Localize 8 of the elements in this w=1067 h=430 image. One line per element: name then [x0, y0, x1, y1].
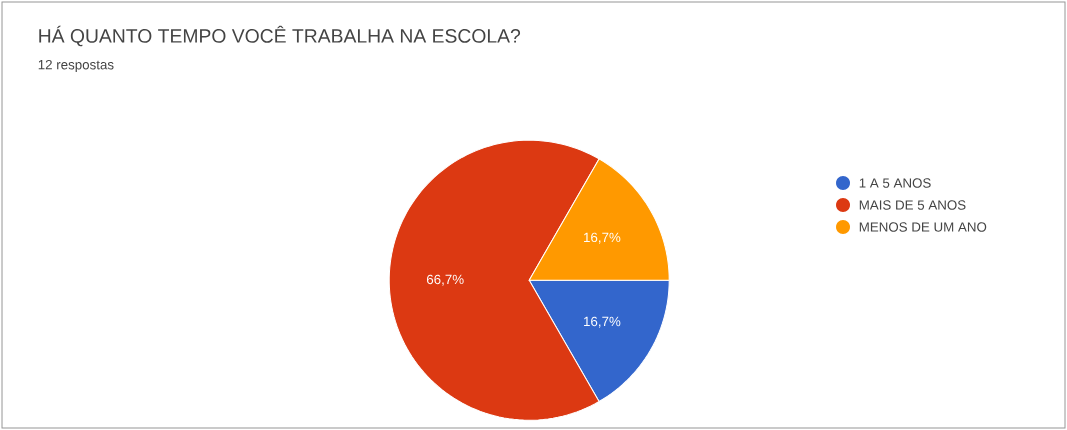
legend-label: 1 A 5 ANOS	[859, 178, 931, 188]
chart-title: HÁ QUANTO TEMPO VOCÊ TRABALHA NA ESCOLA?	[39, 25, 521, 47]
data-label: 66,7%	[426, 274, 464, 286]
legend-label: MENOS DE UM ANO	[859, 222, 987, 232]
data-label: 16,7%	[584, 316, 621, 328]
data-label: 16,7%	[584, 232, 621, 244]
legend-label: MAIS DE 5 ANOS	[859, 200, 966, 210]
text: 12 respostas	[38, 59, 114, 73]
